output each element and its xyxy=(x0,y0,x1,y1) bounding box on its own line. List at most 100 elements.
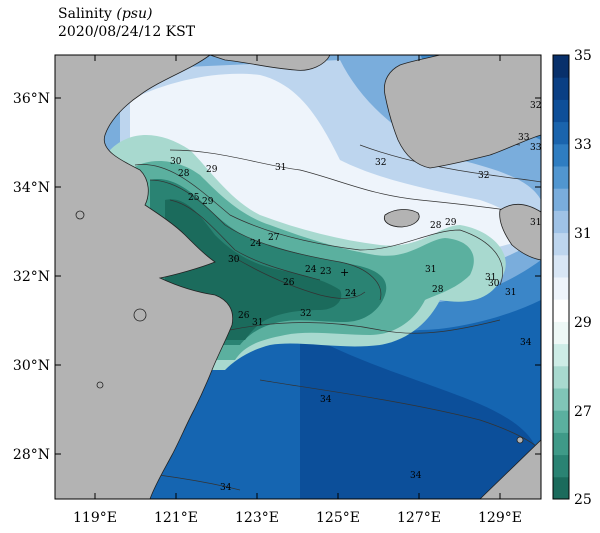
land-korea xyxy=(383,54,542,169)
land-jeju xyxy=(383,209,420,228)
colorbar-labels: 35 33 31 29 27 25 xyxy=(574,48,592,508)
contour-label: 31 xyxy=(275,163,286,173)
colorbar-swatch xyxy=(553,277,569,300)
land-shandong xyxy=(209,54,331,71)
y-tick-label: 28°N xyxy=(13,447,50,463)
colorbar-swatch xyxy=(553,388,569,411)
colorbar-label: 27 xyxy=(574,404,592,420)
x-tick-label: 123°E xyxy=(235,510,279,526)
contour-30 xyxy=(134,164,503,286)
x-tick-label: 119°E xyxy=(73,510,117,526)
island xyxy=(133,308,147,322)
colorbar xyxy=(553,55,569,500)
contour-label-layer: 30 28 29 25 29 31 27 24 30 26 24 23 24 3… xyxy=(170,101,542,493)
contour-28 xyxy=(149,179,382,301)
contour-label: 31 xyxy=(505,288,516,298)
island xyxy=(96,381,104,389)
contour-label: 30 xyxy=(170,157,182,167)
colorbar-swatch xyxy=(553,166,569,189)
land-masses xyxy=(54,54,542,500)
contour-label: 30 xyxy=(228,255,240,265)
map-title: Salinity (psu) xyxy=(58,6,152,22)
colorbar-label: 29 xyxy=(574,315,592,331)
island xyxy=(75,210,85,220)
axis-ticks xyxy=(55,55,541,499)
contour-label: 29 xyxy=(445,218,457,228)
colorbar-swatch xyxy=(553,254,569,278)
contour-label: 31 xyxy=(425,265,436,275)
map-datetime: 2020/08/24/12 KST xyxy=(58,24,196,40)
colorbar-swatch xyxy=(553,232,569,256)
salinity-band-34 xyxy=(300,330,541,499)
colorbar-swatch xyxy=(553,210,569,234)
contour-label: 32 xyxy=(530,101,541,111)
contour-label: 34 xyxy=(520,338,532,348)
colorbar-label: 35 xyxy=(574,48,592,64)
contour-31 xyxy=(169,149,541,216)
x-tick-label: 129°E xyxy=(478,510,522,526)
y-axis-labels: 36°N 34°N 32°N 30°N 28°N xyxy=(13,91,50,463)
x-tick-label: 127°E xyxy=(397,510,441,526)
contour-24 xyxy=(229,254,366,299)
contour-label: 29 xyxy=(206,165,218,175)
contour-label: 32 xyxy=(375,158,386,168)
contour-32b xyxy=(229,319,501,334)
contour-label: 31 xyxy=(485,273,496,283)
y-tick-label: 36°N xyxy=(13,91,50,107)
island xyxy=(516,436,524,444)
contour-label: 30 xyxy=(488,279,500,289)
x-tick-label: 125°E xyxy=(316,510,360,526)
contour-label: 34 xyxy=(220,483,232,493)
colorbar-label: 25 xyxy=(574,492,592,508)
contour-label: 32 xyxy=(300,309,311,319)
contour-label: 25 xyxy=(188,193,200,203)
colorbar-swatch xyxy=(553,410,569,433)
colorbar-swatch xyxy=(553,121,569,145)
colorbar-swatch xyxy=(553,432,569,456)
contour-label: 34 xyxy=(410,471,422,481)
contour-label: 31 xyxy=(252,318,263,328)
map-frame xyxy=(54,54,542,500)
contour-label: 26 xyxy=(283,278,295,288)
colorbar-label: 33 xyxy=(574,137,592,153)
salinity-contours xyxy=(119,119,541,491)
x-axis-labels: 119°E 121°E 123°E 125°E 127°E 129°E xyxy=(73,510,522,526)
colorbar-swatch xyxy=(553,55,569,78)
station-marker: + xyxy=(340,266,349,279)
contour-label: 32 xyxy=(478,171,489,181)
contour-label: 24 xyxy=(250,239,262,249)
y-tick-label: 34°N xyxy=(13,180,50,196)
y-tick-label: 30°N xyxy=(13,358,50,374)
contour-label: 31 xyxy=(530,218,541,228)
land-kyushu xyxy=(499,203,542,261)
colorbar-swatch xyxy=(553,365,569,389)
contour-label: 34 xyxy=(320,395,332,405)
colorbar-swatch xyxy=(553,343,569,367)
contour-34 xyxy=(259,379,541,451)
title-variable: Salinity xyxy=(58,6,112,22)
colorbar-swatch xyxy=(553,299,569,322)
colorbar-swatch xyxy=(553,476,569,500)
contour-label: 33 xyxy=(530,143,542,153)
contour-label: 27 xyxy=(268,233,280,243)
colorbar-swatch xyxy=(553,454,569,478)
contour-26 xyxy=(169,199,321,281)
y-tick-label: 32°N xyxy=(13,269,50,285)
contour-label: 28 xyxy=(178,169,190,179)
contour-label: 28 xyxy=(430,221,442,231)
x-tick-label: 121°E xyxy=(154,510,198,526)
contour-label: 26 xyxy=(238,311,250,321)
title-unit: (psu) xyxy=(116,6,153,22)
colorbar-swatch xyxy=(553,77,569,100)
contour-label: 24 xyxy=(345,289,357,299)
colorbar-label: 31 xyxy=(574,226,592,242)
colorbar-swatch xyxy=(553,143,569,167)
contour-32 xyxy=(359,144,541,183)
colorbar-swatch xyxy=(553,321,569,345)
contour-label: 23 xyxy=(320,267,332,277)
colorbar-swatch xyxy=(553,99,569,123)
colorbar-frame xyxy=(552,54,570,500)
contour-label: 28 xyxy=(432,285,444,295)
contour-label: 33 xyxy=(518,133,530,143)
